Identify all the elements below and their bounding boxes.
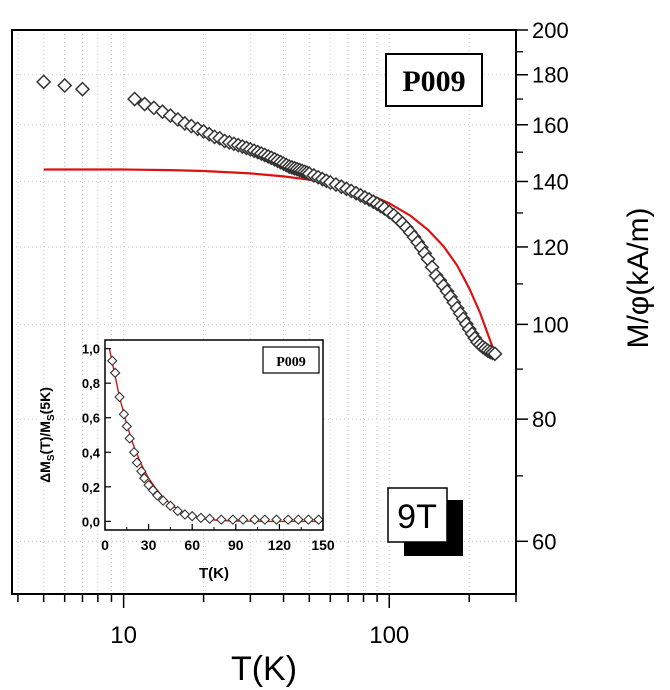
inset-y-axis-title-part: ΔM xyxy=(37,461,53,483)
inset-x-tick-label: 0 xyxy=(101,537,109,553)
inset-y-tick-label: 0,2 xyxy=(82,480,100,495)
main-y-ticks: 60 80 100 120 140 160 180 200 xyxy=(516,18,569,554)
inset-data-point xyxy=(249,514,260,525)
inset-y-axis-title: ΔMS​(T)/MS​(5K) xyxy=(37,387,57,483)
main-y-tick-label: 200 xyxy=(532,18,569,43)
inset-data-point xyxy=(136,465,147,477)
main-data-point xyxy=(137,96,153,112)
inset-data-point xyxy=(227,514,239,525)
inset-y-tick-label: 0,0 xyxy=(82,514,100,529)
inset-data-point xyxy=(157,495,169,506)
inset-y-tick-label: 1,0 xyxy=(82,342,100,357)
inset-annotation-box: P009 xyxy=(262,346,320,374)
main-data-point xyxy=(127,91,143,107)
inset-data-point xyxy=(195,512,207,524)
inset-data-point xyxy=(121,421,133,432)
main-data-point xyxy=(146,100,162,116)
inset-series xyxy=(106,348,324,525)
main-x-tick-label: 100 xyxy=(369,622,409,649)
inset-chart: 0 30 60 90 120 150 0,0 0,2 0,4 0,6 0,8 1,0 T(K) ΔM… xyxy=(37,339,335,582)
main-y-tick-label: 80 xyxy=(532,407,556,432)
field-annotation: 9T xyxy=(387,487,463,556)
main-data-point xyxy=(154,104,171,120)
inset-data-point xyxy=(313,514,324,525)
inset-data-point xyxy=(303,514,314,525)
inset-y-axis-title-subscript: S xyxy=(46,454,57,461)
inset-y-axis-title-subscript: S xyxy=(46,414,57,421)
inset-x-tick-label: 90 xyxy=(228,537,244,553)
inset-y-ticks: 0,0 0,2 0,4 0,6 0,8 1,0 xyxy=(82,342,111,529)
main-y-tick-label: 100 xyxy=(532,312,569,337)
inset-data-point xyxy=(128,446,140,458)
main-y-tick-label: 60 xyxy=(532,529,556,554)
main-y-axis-title: M/φ(kA/m) xyxy=(622,207,655,348)
inset-data-point xyxy=(204,513,215,525)
main-data-point xyxy=(487,346,503,362)
inset-data-point xyxy=(118,408,130,420)
inset-y-tick-label: 0,6 xyxy=(82,411,100,426)
main-series xyxy=(36,74,503,362)
inset-x-tick-label: 30 xyxy=(141,537,157,553)
inset-data-point xyxy=(237,514,249,525)
main-annotation-label: P009 xyxy=(402,65,465,98)
inset-data-point xyxy=(138,472,150,484)
inset-data-point xyxy=(172,505,183,517)
main-y-tick-label: 120 xyxy=(532,235,569,260)
inset-y-tick-label: 0,4 xyxy=(82,445,101,460)
main-x-ticks: 10 100 xyxy=(17,594,517,649)
main-y-tick-label: 160 xyxy=(532,113,569,138)
inset-y-axis-title-part: (5K) xyxy=(37,387,53,414)
main-plot-frame xyxy=(11,29,517,595)
inset-x-ticks: 0 30 60 90 120 150 xyxy=(101,524,335,553)
inset-data-point xyxy=(114,391,125,403)
inset-data-point xyxy=(215,514,227,525)
inset-data-point xyxy=(152,490,163,501)
main-y-tick-label: 180 xyxy=(532,63,569,88)
inset-x-tick-label: 60 xyxy=(184,537,200,553)
main-x-tick-label: 10 xyxy=(110,622,137,649)
inset-x-axis-title: T(K) xyxy=(199,565,229,582)
main-data-point xyxy=(57,77,73,94)
inset-data-point xyxy=(131,457,143,468)
inset-data-point xyxy=(259,514,271,525)
main-grid xyxy=(12,29,517,594)
main-data-point xyxy=(36,74,52,90)
inset-y-tick-label: 0,8 xyxy=(82,376,100,391)
inset-y-axis-title-part: (T)/M xyxy=(37,421,53,454)
main-x-axis-title: T(K) xyxy=(231,650,297,688)
main-annotation-box: P009 xyxy=(385,53,483,107)
inset-x-tick-label: 120 xyxy=(268,537,292,553)
inset-data-point xyxy=(179,509,191,520)
field-annotation-label: 9T xyxy=(397,498,437,536)
main-y-tick-label: 140 xyxy=(532,169,569,194)
inset-annotation-label: P009 xyxy=(276,355,306,370)
inset-data-point xyxy=(124,433,135,444)
inset-data-point xyxy=(271,514,282,525)
inset-data-point xyxy=(106,355,118,367)
inset-data-point xyxy=(186,510,198,522)
inset-x-tick-label: 150 xyxy=(311,537,335,553)
main-data-point xyxy=(74,81,91,97)
inset-data-point xyxy=(293,514,304,525)
inset-data-point xyxy=(282,514,294,525)
inset-data-point xyxy=(109,367,121,379)
inset-data-point xyxy=(165,500,176,512)
